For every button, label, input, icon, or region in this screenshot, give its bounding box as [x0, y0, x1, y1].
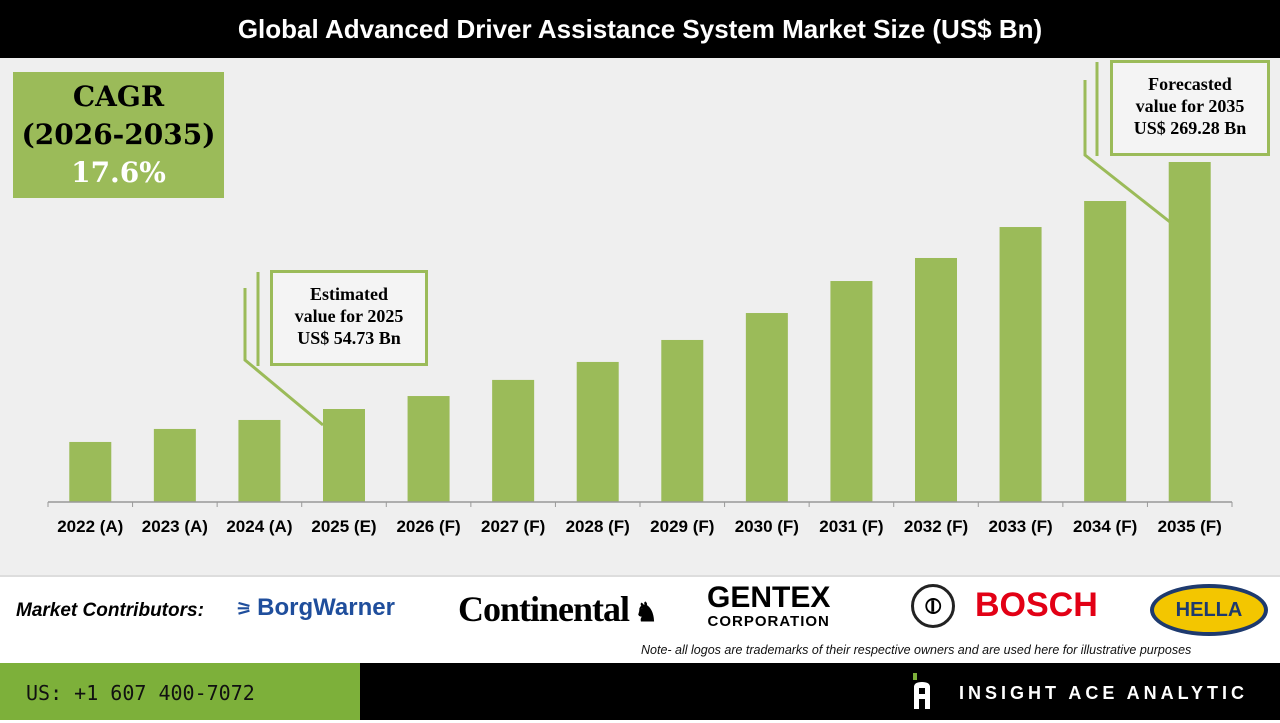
x-tick-label: 2024 (A): [226, 517, 292, 536]
cagr-box: CAGR (2026-2035) 17.6%: [13, 72, 224, 198]
bosch-armature-icon: ⦶: [911, 584, 955, 628]
chart-title: Global Advanced Driver Assistance System…: [0, 0, 1280, 58]
bar-2031-f: [830, 281, 873, 502]
bar-2030-f: [745, 313, 788, 502]
bar-2033-f: [999, 227, 1042, 502]
bar-2032-f: [915, 257, 957, 502]
bar-2025-e: [323, 409, 365, 502]
contributors-label: Market Contributors:: [16, 600, 204, 621]
x-tick-label: 2030 (F): [735, 517, 799, 536]
cagr-period: (2026-2035): [21, 118, 216, 151]
x-tick-label: 2027 (F): [481, 517, 545, 536]
plot-area: 2022 (A) 2023 (A) 2024 (A) 2025 (E) 2026 (F)…: [0, 58, 1280, 577]
bar-2024-a: [238, 419, 281, 502]
callout-line: value for 2035: [1135, 96, 1245, 116]
bar-2027-f: [492, 379, 535, 502]
callout-value: US$ 54.73 Bn: [297, 328, 401, 348]
bar-2022-a: [69, 441, 112, 502]
bar-2028-f: [576, 361, 619, 502]
cagr-value: 17.6%: [71, 156, 166, 189]
estimated-leader-line: [243, 288, 324, 427]
x-tick-label: 2025 (E): [311, 517, 376, 536]
bar-2035-f: [1168, 162, 1211, 502]
x-tick-label: 2032 (F): [904, 517, 968, 536]
callout-value: US$ 269.28 Bn: [1133, 118, 1247, 138]
borgwarner-logo: ⚞ BorgWarner: [236, 594, 395, 621]
bosch-logo: BOSCH: [975, 586, 1098, 624]
forecast-callout: Forecasted value for 2035 US$ 269.28 Bn: [1110, 60, 1270, 156]
cagr-label: CAGR: [72, 80, 165, 113]
x-tick-label: 2031 (F): [819, 517, 883, 536]
x-tick-label: 2034 (F): [1073, 517, 1137, 536]
bar-2023-a: [153, 428, 196, 502]
brand-name: INSIGHT ACE ANALYTIC: [958, 683, 1248, 703]
continental-logo: Continental ♞: [458, 589, 658, 629]
insightace-logo-icon: [913, 673, 930, 709]
callout-line: Forecasted: [1148, 74, 1232, 94]
phone-number[interactable]: US: +1 607 400-7072: [0, 663, 360, 720]
x-tick-label: 2035 (F): [1158, 517, 1222, 536]
bar-2026-f: [407, 396, 450, 502]
bar-chart: 2022 (A) 2023 (A) 2024 (A) 2025 (E) 2026 (F)…: [47, 62, 1233, 536]
forecast-leader-line: [1083, 80, 1171, 224]
gentex-logo: GENTEX CORPORATION: [707, 581, 831, 631]
bar-2029-f: [661, 339, 704, 502]
footer-bar: INSIGHT ACE ANALYTIC: [360, 663, 1280, 720]
x-tick-label: 2033 (F): [988, 517, 1052, 536]
bar-2034-f: [1084, 201, 1127, 502]
callout-line: Estimated: [310, 284, 388, 304]
estimated-callout: Estimated value for 2025 US$ 54.73 Bn: [270, 270, 428, 366]
x-tick-label: 2026 (F): [396, 517, 460, 536]
hella-logo: HELLA: [1150, 584, 1268, 636]
x-tick-label: 2023 (A): [142, 517, 208, 536]
callout-line: value for 2025: [294, 306, 404, 326]
x-tick-label: 2022 (A): [57, 517, 123, 536]
x-tick-label: 2028 (F): [566, 517, 630, 536]
x-tick-label: 2029 (F): [650, 517, 714, 536]
trademark-note: Note- all logos are trademarks of their …: [641, 643, 1192, 657]
